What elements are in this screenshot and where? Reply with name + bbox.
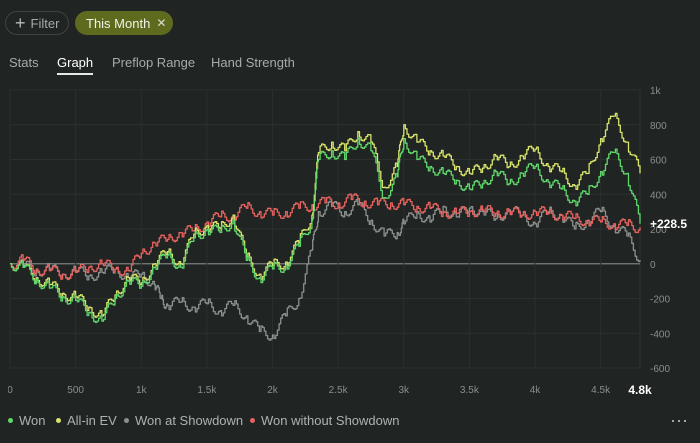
legend-label: All-in EV (67, 413, 117, 428)
plus-icon: + (15, 13, 26, 33)
legend-label: Won at Showdown (135, 413, 244, 428)
profit-chart: 1k 800 600 400 200 0 -200 -400 -600 0 500 1k 1.5k 2k 2… (7, 86, 687, 397)
y-tick-label: 1k (650, 86, 662, 97)
tab-hand-strength[interactable]: Hand Strength (211, 55, 295, 70)
tab-bar: Stats Graph Preflop Range Hand Strength (0, 52, 700, 76)
y-tick-label: 200 (650, 225, 667, 236)
y-tick-label: -400 (650, 329, 670, 340)
legend-item-won-at-showdown[interactable]: Won at Showdown (124, 413, 243, 428)
tab-preflop-range[interactable]: Preflop Range (112, 55, 196, 70)
legend-item-all-in-ev[interactable]: All-in EV (56, 413, 117, 428)
x-tick-label: 500 (67, 385, 84, 396)
x-tick-label: 0 (8, 385, 13, 396)
legend-label: Won without Showdown (261, 413, 400, 428)
y-tick-label: -600 (650, 364, 670, 375)
x-tick-label: 3k (398, 385, 410, 396)
chart-panel: 1k 800 600 400 200 0 -200 -400 -600 0 500 1k 1.5k 2k 2… (7, 80, 696, 400)
filter-button[interactable]: + Filter (5, 11, 69, 35)
more-options-icon[interactable]: ⋯ (670, 411, 689, 431)
active-filter-label: This Month (86, 15, 151, 31)
x-tick-label: 4k (530, 385, 542, 396)
x-end-label: 4.8k (628, 383, 652, 397)
chart-legend: Won All-in EV Won at Showdown Won withou… (0, 406, 700, 436)
x-tick-label: 3.5k (460, 385, 480, 396)
y-tick-label: 600 (650, 156, 667, 167)
tab-stats[interactable]: Stats (9, 55, 39, 70)
x-tick-label: 2k (267, 385, 279, 396)
series-line-all-in-ev (10, 112, 641, 318)
y-tick-label: 400 (650, 190, 667, 201)
y-tick-label: -200 (650, 295, 670, 306)
legend-dot (250, 418, 255, 423)
series-line-won (10, 138, 641, 324)
x-tick-label: 2.5k (329, 385, 349, 396)
y-tick-label: 0 (650, 260, 656, 271)
legend-item-won-without-showdown[interactable]: Won without Showdown (250, 413, 400, 428)
filter-label: Filter (30, 15, 60, 31)
x-tick-label: 1k (136, 385, 148, 396)
series-line-won-without-showdown (10, 193, 641, 281)
legend-dot (8, 418, 13, 423)
legend-label: Won (19, 413, 46, 428)
x-tick-label: 4.5k (591, 385, 611, 396)
x-tick-label: 1.5k (197, 385, 217, 396)
legend-dot (56, 418, 61, 423)
active-filter-chip[interactable]: This Month ✕ (75, 11, 173, 35)
tab-graph[interactable]: Graph (57, 55, 94, 75)
filter-bar: + Filter This Month ✕ (0, 0, 700, 46)
y-tick-label: 800 (650, 121, 667, 132)
close-icon[interactable]: ✕ (156, 16, 167, 30)
final-value-label: +228.5 (650, 217, 687, 231)
legend-dot (124, 418, 129, 423)
legend-item-won[interactable]: Won (8, 413, 46, 428)
